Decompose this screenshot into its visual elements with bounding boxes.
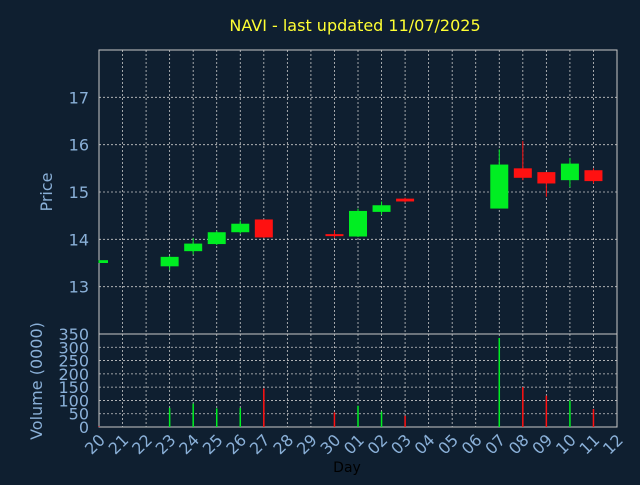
candle-body (584, 170, 603, 182)
candle-body (184, 243, 203, 252)
price-tick-label: 16 (69, 136, 89, 155)
volume-bar (357, 405, 359, 427)
volume-bar (592, 408, 595, 427)
candle-body (207, 232, 226, 245)
candle-body (349, 210, 367, 237)
volume-tick-label: 0 (79, 418, 89, 437)
volume-tick-label: 200 (58, 365, 89, 384)
candle-body (325, 234, 344, 237)
volume-tick-label: 300 (58, 338, 89, 357)
candle-body (254, 219, 273, 238)
candle-body (99, 260, 108, 263)
volume-bar (522, 387, 524, 427)
volume-tick-label: 100 (58, 391, 89, 410)
price-tick-label: 15 (69, 183, 89, 202)
chart-title: NAVI - last updated 11/07/2025 (229, 16, 480, 35)
volume-bar (404, 415, 406, 427)
volume-bar (98, 426, 100, 427)
candle-body (372, 205, 391, 212)
volume-bar (215, 408, 218, 427)
volume-bar (239, 407, 242, 427)
candle-body (396, 198, 415, 202)
x-tick-labels: 2021222324252627282930010203040506070809… (81, 430, 627, 458)
volume-tick-label: 250 (58, 352, 89, 371)
price-tick-label: 17 (69, 88, 89, 107)
day-axis-label: Day (333, 460, 361, 476)
volume-bar (192, 403, 194, 427)
candle-body (490, 164, 509, 209)
price-axis-label: Price (37, 172, 56, 211)
price-tick-label: 13 (69, 278, 89, 297)
candle-body (160, 256, 179, 267)
x-tick-label: 12 (599, 430, 627, 458)
volume-tick-label: 150 (58, 378, 89, 397)
candle-body (537, 172, 556, 184)
volume-bar (498, 337, 501, 427)
volume-bar (380, 411, 383, 427)
price-panel: 13 14 15 16 17 (69, 49, 618, 335)
volume-bar (168, 407, 171, 427)
volume-axis-label: Volume (0000) (27, 322, 46, 440)
volume-tick-label: 50 (69, 405, 89, 424)
candle-body (560, 163, 579, 181)
candle-body (231, 223, 250, 233)
candle-body (513, 168, 532, 178)
volume-bar (263, 388, 265, 427)
volume-bar (569, 400, 571, 427)
volume-bar (333, 412, 336, 427)
price-tick-label: 14 (69, 230, 89, 249)
volume-bar (545, 395, 548, 427)
volume-tick-label: 350 (58, 325, 89, 344)
